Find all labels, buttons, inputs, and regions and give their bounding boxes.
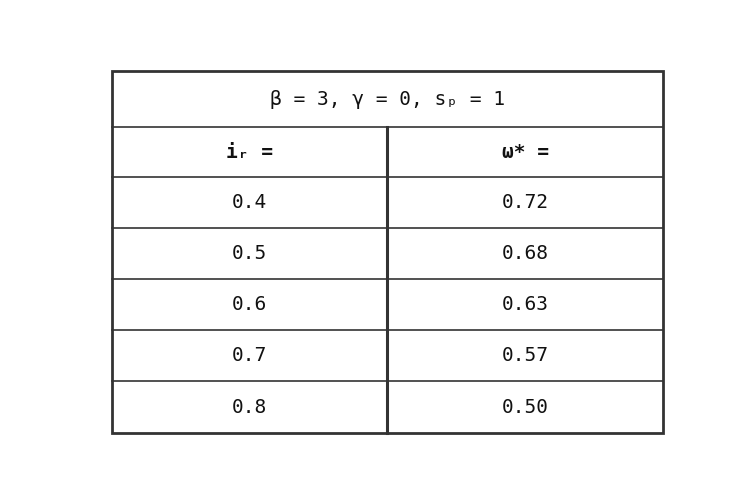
Text: 0.8: 0.8 <box>232 398 268 417</box>
Text: 0.6: 0.6 <box>232 295 268 314</box>
Text: 0.68: 0.68 <box>502 244 549 263</box>
Text: 0.63: 0.63 <box>502 295 549 314</box>
Text: 0.50: 0.50 <box>502 398 549 417</box>
Text: 0.7: 0.7 <box>232 346 268 365</box>
Text: 0.4: 0.4 <box>232 193 268 212</box>
Text: iᵣ =: iᵣ = <box>226 143 273 162</box>
Text: ω* =: ω* = <box>502 143 549 162</box>
Text: 0.5: 0.5 <box>232 244 268 263</box>
Text: 0.72: 0.72 <box>502 193 549 212</box>
Text: β = 3, γ = 0, sₚ = 1: β = 3, γ = 0, sₚ = 1 <box>270 90 505 109</box>
Text: 0.57: 0.57 <box>502 346 549 365</box>
